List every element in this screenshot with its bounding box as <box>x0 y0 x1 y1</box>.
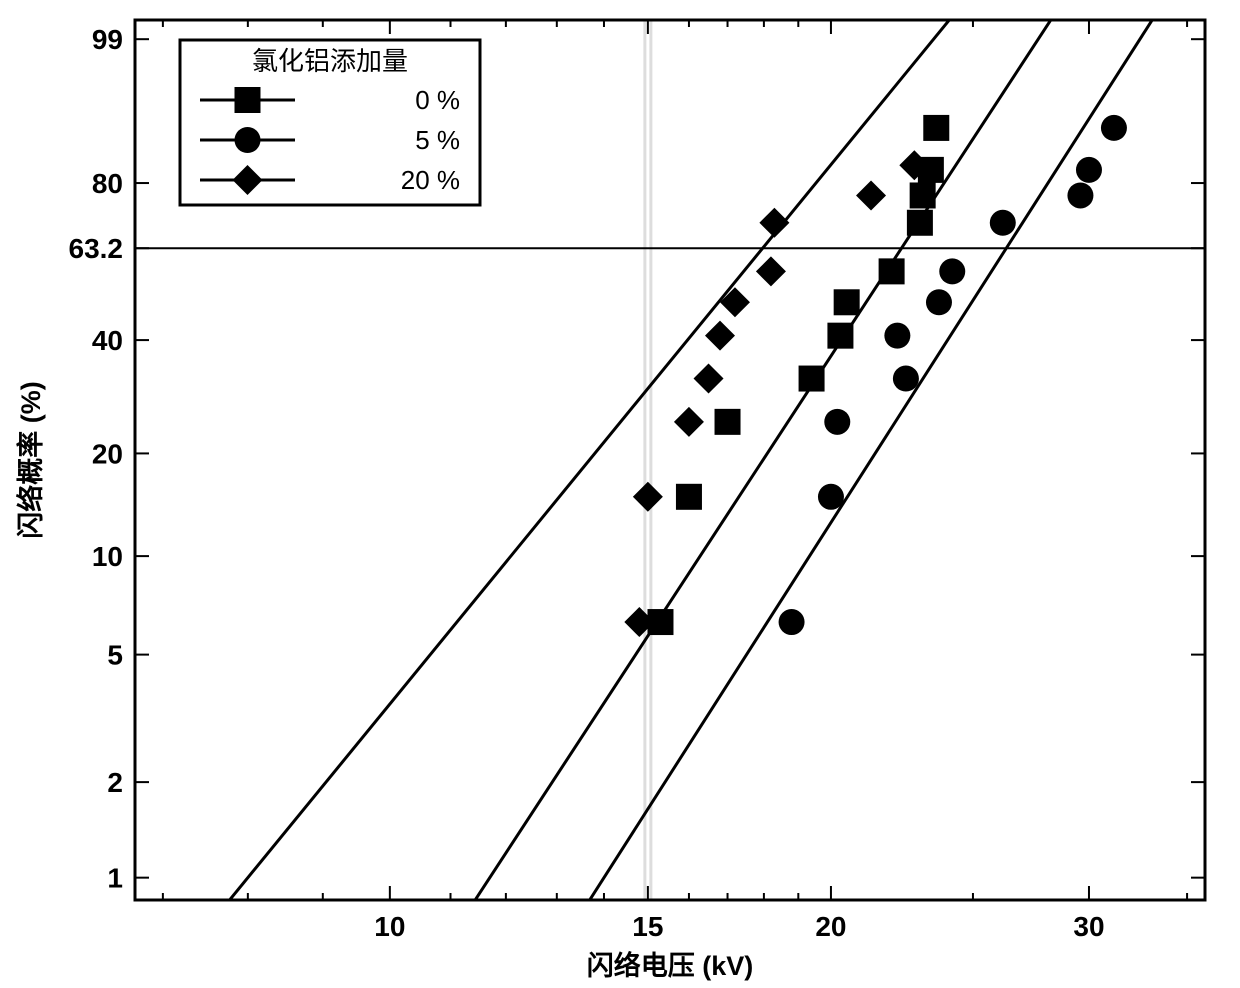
svg-text:20: 20 <box>92 438 123 469</box>
svg-text:10: 10 <box>92 541 123 572</box>
svg-text:99: 99 <box>92 24 123 55</box>
chart-container: 10 15 20 30 1 2 5 10 20 40 63.2 80 99 闪络电压 (kV) 闪络概率 (… <box>0 0 1240 988</box>
legend-title: 氯化铝添加量 <box>252 46 408 76</box>
svg-text:5: 5 <box>107 640 123 671</box>
svg-text:20: 20 <box>815 911 846 942</box>
legend-item-label: 0 % <box>415 85 460 115</box>
weibull-chart: 10 15 20 30 1 2 5 10 20 40 63.2 80 99 闪络电压 (kV) 闪络概率 (… <box>0 0 1240 988</box>
svg-text:15: 15 <box>632 911 663 942</box>
svg-text:40: 40 <box>92 325 123 356</box>
svg-text:10: 10 <box>374 911 405 942</box>
x-axis-label: 闪络电压 (kV) <box>587 950 754 981</box>
svg-text:1: 1 <box>107 863 123 894</box>
y-axis-label: 闪络概率 (%) <box>15 381 46 539</box>
svg-text:2: 2 <box>107 767 123 798</box>
legend-item-label: 20 % <box>401 165 460 195</box>
svg-text:63.2: 63.2 <box>69 233 124 264</box>
legend-item-label: 5 % <box>415 125 460 155</box>
svg-text:80: 80 <box>92 168 123 199</box>
svg-text:30: 30 <box>1073 911 1104 942</box>
